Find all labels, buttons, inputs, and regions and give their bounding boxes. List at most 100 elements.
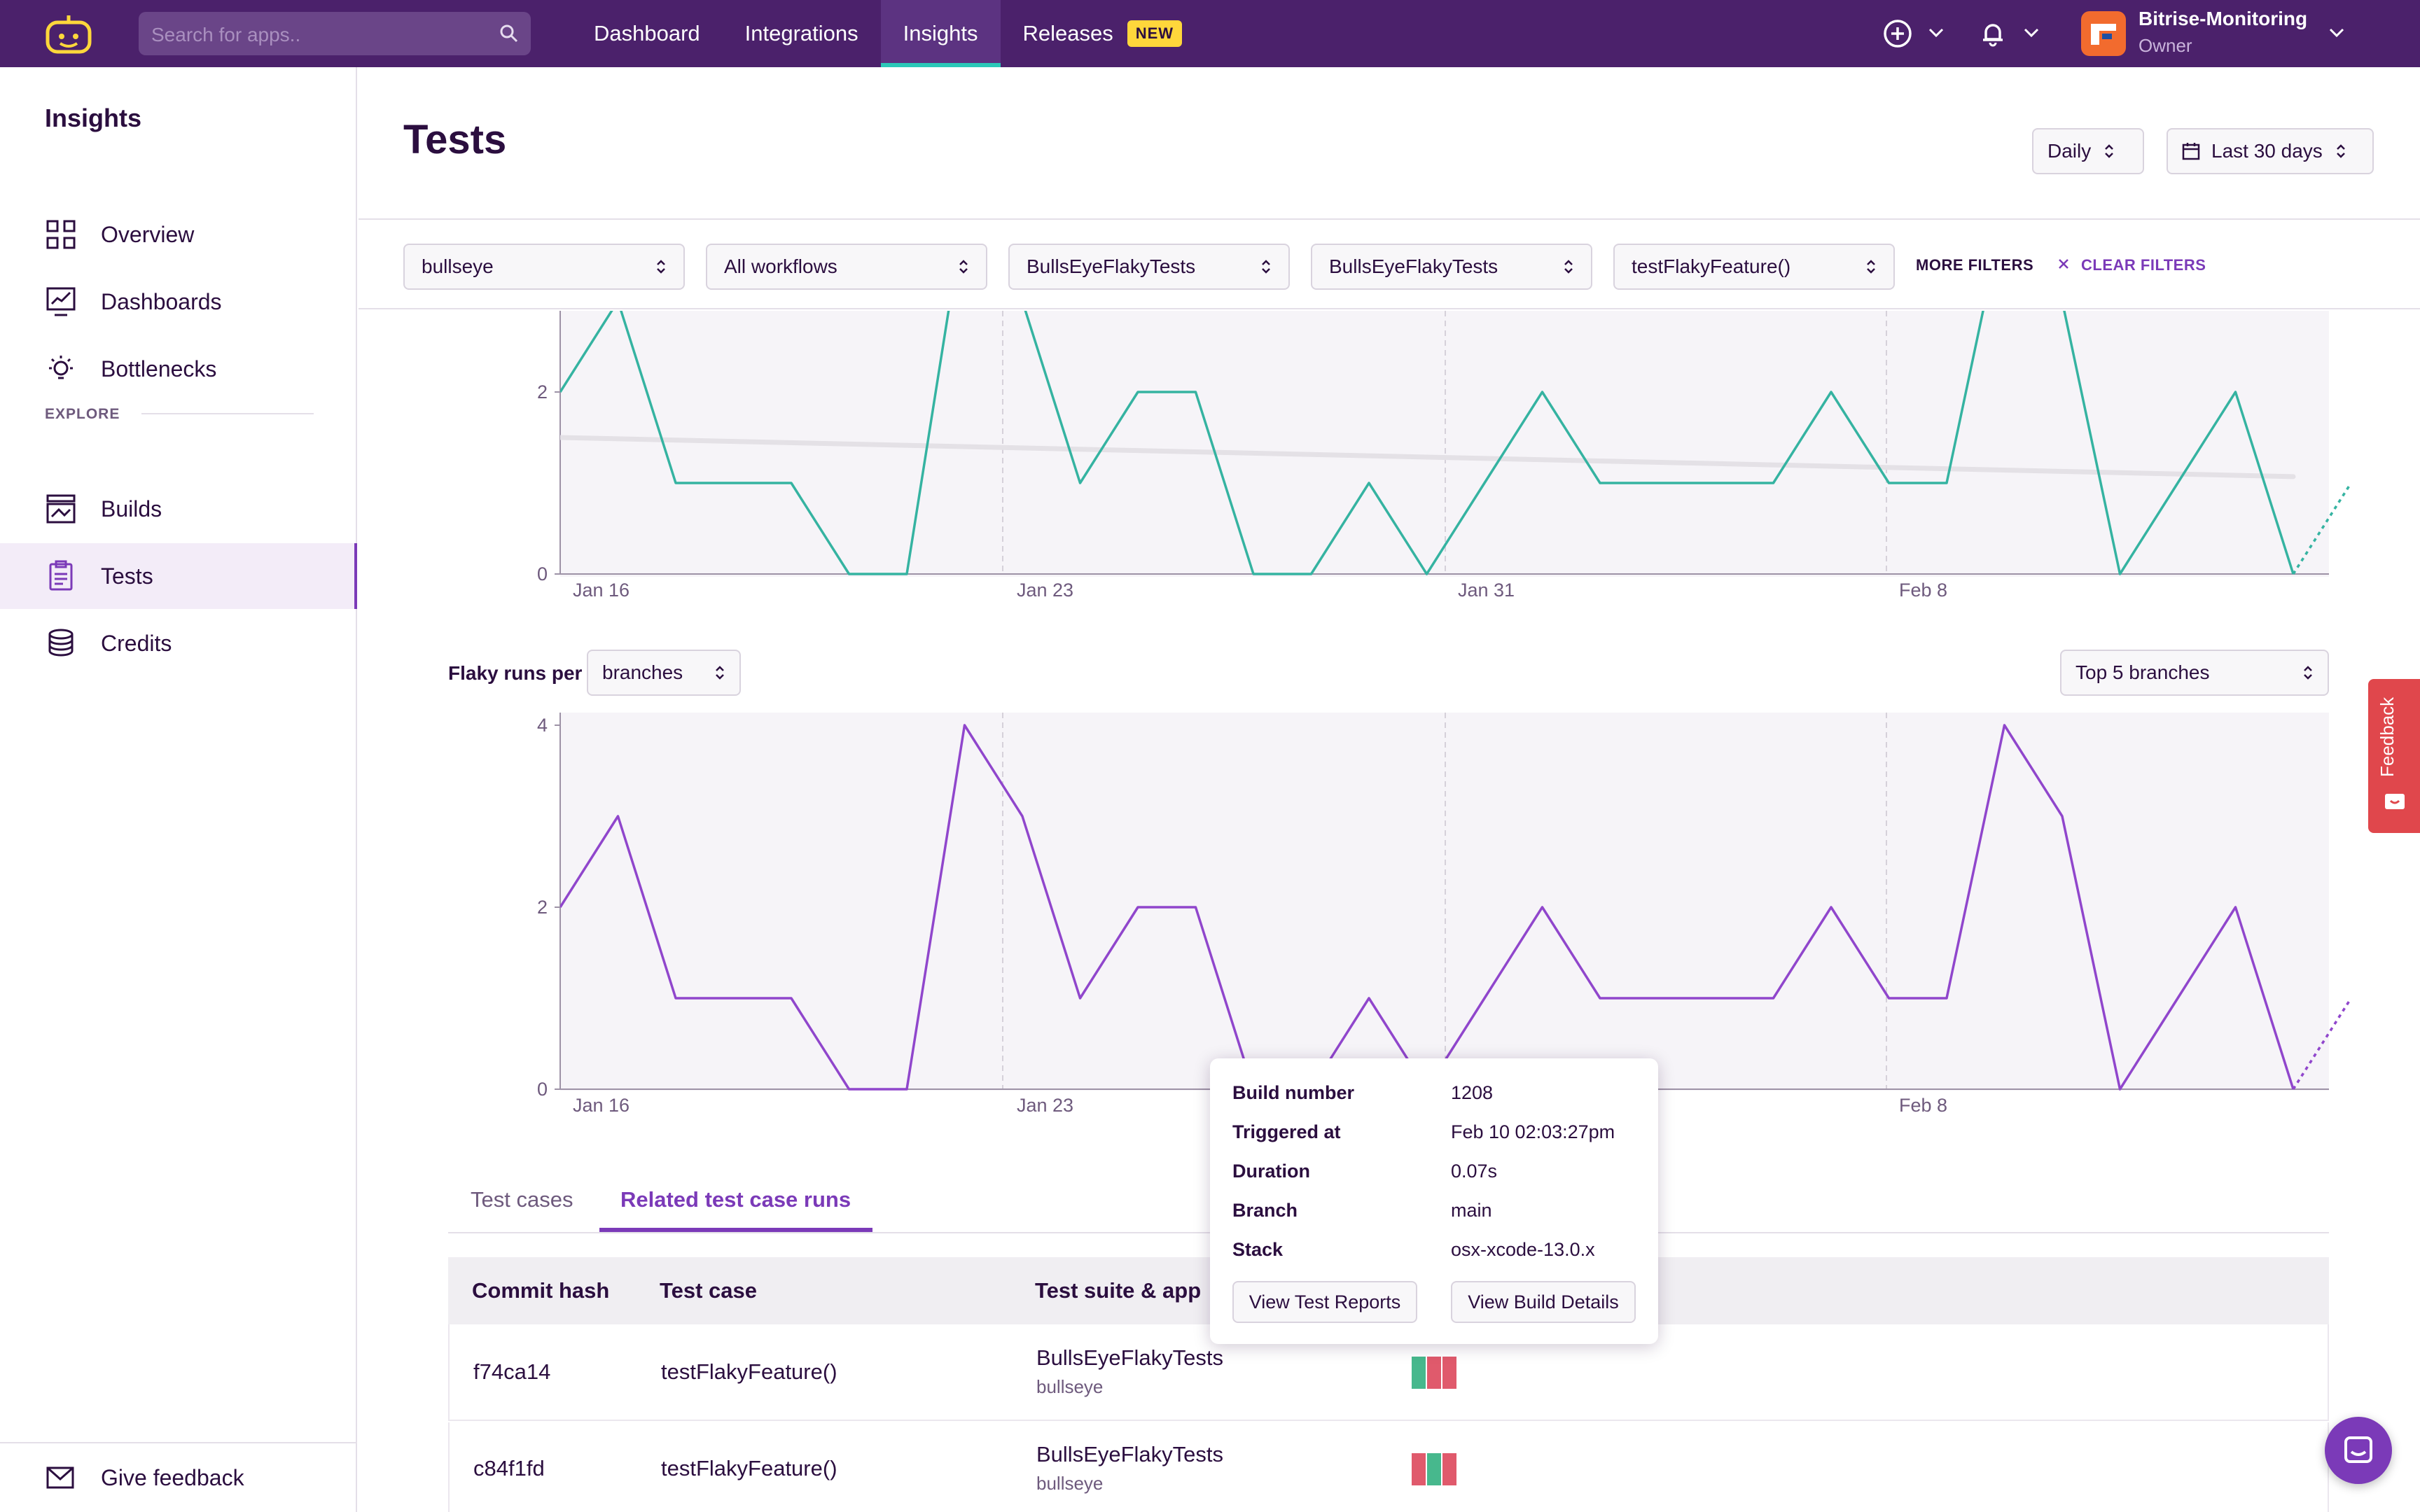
status-bar-pass xyxy=(1412,1357,1426,1389)
nav-releases[interactable]: Releases NEW xyxy=(1001,0,1205,67)
chart-icon xyxy=(46,287,76,316)
sidebar-item-tests[interactable]: Tests xyxy=(0,543,357,609)
app-filter-select[interactable]: bullseye xyxy=(403,244,685,290)
sidebar-item-builds[interactable]: Builds xyxy=(0,476,356,542)
sidebar-item-overview[interactable]: Overview xyxy=(0,202,356,267)
select-arrows-icon xyxy=(1262,260,1270,274)
tooltip-label: Duration xyxy=(1232,1161,1310,1182)
sidebar-item-credits[interactable]: Credits xyxy=(0,610,356,676)
tooltip-label: Branch xyxy=(1232,1200,1298,1221)
bitrise-logo-icon[interactable] xyxy=(43,13,94,55)
commit-hash[interactable]: c84f1fd xyxy=(473,1456,545,1480)
table-row[interactable]: f74ca14 testFlakyFeature() BullsEyeFlaky… xyxy=(448,1324,2329,1421)
x-tick-label: Jan 16 xyxy=(573,580,630,601)
account-avatar[interactable] xyxy=(2081,11,2126,56)
status-bar-fail xyxy=(1442,1453,1456,1485)
coins-icon xyxy=(48,629,74,657)
chevron-down-icon[interactable] xyxy=(1928,28,1944,38)
search-bar[interactable]: Search for apps.. xyxy=(139,12,531,55)
give-feedback-button[interactable]: Give feedback xyxy=(0,1442,356,1512)
add-icon[interactable] xyxy=(1881,17,1914,50)
tab-test-cases[interactable]: Test cases xyxy=(471,1187,573,1212)
column-header[interactable]: Test suite & app xyxy=(1035,1278,1202,1303)
suite-filter-select[interactable]: BullsEyeFlakyTests xyxy=(1008,244,1290,290)
x-tick-label: Feb 8 xyxy=(1899,580,1947,601)
close-icon[interactable] xyxy=(2057,258,2070,270)
grid-icon xyxy=(46,220,76,249)
account-name[interactable]: Bitrise-Monitoring xyxy=(2139,8,2308,29)
calendar-icon xyxy=(2182,143,2200,160)
commit-hash[interactable]: f74ca14 xyxy=(473,1359,551,1384)
sidebar-item-bottlenecks[interactable]: Bottlenecks xyxy=(0,336,356,402)
y-tick-label: 2 xyxy=(537,382,548,402)
select-arrows-icon xyxy=(2336,144,2345,158)
select-arrows-icon xyxy=(959,260,968,274)
status-bar-pass xyxy=(1427,1453,1441,1485)
projection-line xyxy=(2292,482,2352,575)
group-by-select[interactable]: branches xyxy=(587,650,741,696)
clear-filters-button[interactable]: CLEAR FILTERS xyxy=(2081,256,2206,274)
account-role: Owner xyxy=(2139,35,2192,56)
account-chevron-down-icon[interactable] xyxy=(2329,28,2344,38)
nav-insights[interactable]: Insights xyxy=(880,0,1001,67)
feedback-tab[interactable]: Feedback xyxy=(2368,679,2420,833)
date-range-select[interactable]: Last 30 days xyxy=(2167,128,2374,174)
filter-bar: bullseye All workflows BullsEyeFlakyTest… xyxy=(359,218,2420,309)
test-suite-name: BullsEyeFlakyTests xyxy=(1036,1345,1224,1370)
view-test-reports-button[interactable]: View Test Reports xyxy=(1232,1281,1417,1323)
y-tick-label: 4 xyxy=(537,715,548,736)
explore-divider xyxy=(141,413,314,414)
top-navigation-bar: Search for apps.. Dashboard Integrations… xyxy=(0,0,2420,67)
trend-line xyxy=(560,435,2296,479)
test-case-name[interactable]: testFlakyFeature() xyxy=(661,1359,837,1384)
tooltip-label: Build number xyxy=(1232,1082,1354,1103)
table-row[interactable]: c84f1fd testFlakyFeature() BullsEyeFlaky… xyxy=(448,1422,2329,1512)
select-arrows-icon xyxy=(716,666,724,680)
run-status-bars[interactable] xyxy=(1412,1453,1456,1485)
target-filter-select[interactable]: BullsEyeFlakyTests xyxy=(1311,244,1592,290)
y-tick-label: 0 xyxy=(537,564,548,584)
active-tab-indicator xyxy=(599,1228,872,1232)
x-tick-label: Jan 16 xyxy=(573,1095,630,1116)
flaky-runs-label: Flaky runs per xyxy=(448,662,583,684)
tooltip-value: main xyxy=(1451,1200,1492,1221)
search-placeholder: Search for apps.. xyxy=(151,24,301,46)
new-badge: NEW xyxy=(1127,20,1183,47)
workflow-filter-select[interactable]: All workflows xyxy=(706,244,987,290)
tooltip-label: Triggered at xyxy=(1232,1121,1341,1142)
feedback-icon xyxy=(2385,794,2405,809)
column-header[interactable]: Commit hash xyxy=(472,1278,610,1303)
select-arrows-icon xyxy=(2304,666,2312,680)
series-line xyxy=(560,724,2295,1091)
chat-icon xyxy=(2344,1436,2372,1463)
x-tick-label: Jan 23 xyxy=(1017,580,1073,601)
nav-integrations[interactable]: Integrations xyxy=(744,21,858,46)
y-tick-label: 0 xyxy=(537,1079,548,1100)
series-line xyxy=(560,311,2295,575)
nav-dashboard[interactable]: Dashboard xyxy=(594,21,700,46)
tab-related-test-case-runs[interactable]: Related test case runs xyxy=(620,1187,851,1212)
app-name: bullseye xyxy=(1036,1376,1104,1397)
app-name: bullseye xyxy=(1036,1473,1104,1494)
chat-launcher-button[interactable] xyxy=(2325,1417,2392,1484)
view-build-details-button[interactable]: View Build Details xyxy=(1451,1281,1636,1323)
x-tick-label: Jan 31 xyxy=(1458,580,1515,601)
sidebar-item-dashboards[interactable]: Dashboards xyxy=(0,269,356,335)
bell-icon[interactable] xyxy=(1976,17,2010,50)
test-case-filter-select[interactable]: testFlakyFeature() xyxy=(1613,244,1895,290)
top-branches-select[interactable]: Top 5 branches xyxy=(2060,650,2329,696)
search-icon[interactable] xyxy=(499,23,520,44)
status-bar-fail xyxy=(1427,1357,1441,1389)
granularity-select[interactable]: Daily xyxy=(2032,128,2144,174)
main-nav: Dashboard Integrations Insights Releases… xyxy=(571,0,1204,67)
column-header[interactable]: Test case xyxy=(660,1278,758,1303)
mail-icon xyxy=(46,1466,74,1489)
more-filters-button[interactable]: MORE FILTERS xyxy=(1916,256,2034,274)
chevron-down-icon[interactable] xyxy=(2024,28,2039,38)
test-case-name[interactable]: testFlakyFeature() xyxy=(661,1456,837,1480)
run-status-bars[interactable] xyxy=(1412,1357,1456,1389)
tooltip-value: 1208 xyxy=(1451,1082,1494,1103)
sidebar-title: Insights xyxy=(45,104,142,132)
select-arrows-icon xyxy=(1867,260,1875,274)
